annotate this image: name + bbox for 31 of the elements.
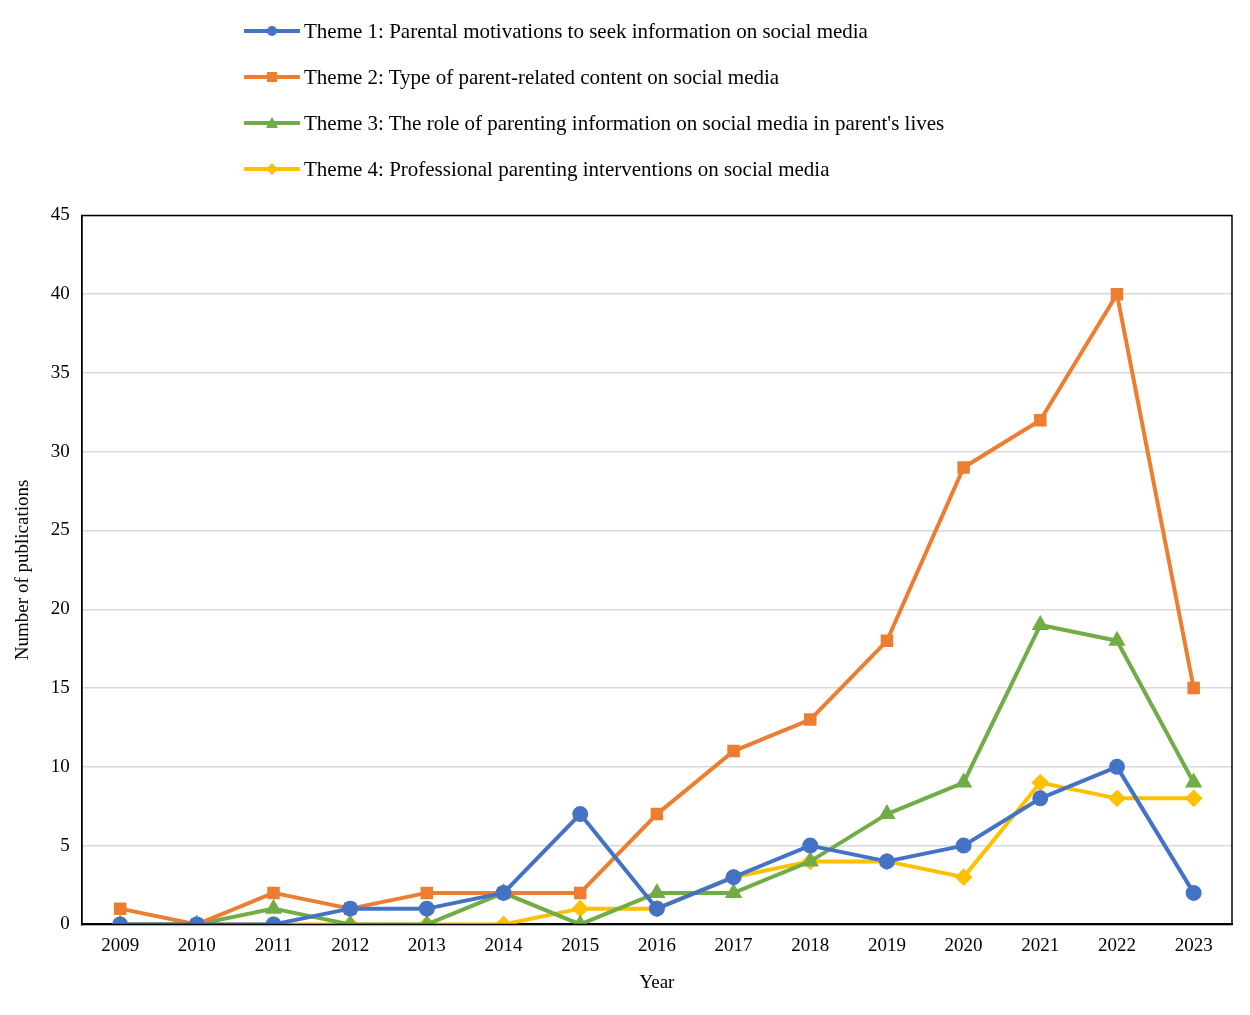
y-tick-label: 0: [60, 912, 70, 934]
x-axis-title: Year: [639, 970, 676, 992]
x-tick-label: 2022: [1097, 933, 1136, 955]
y-tick-label: 20: [50, 597, 70, 619]
legend-label: Theme 3: The role of parenting information on social media in parent's lives: [304, 110, 945, 137]
legend-label: Theme 1: Parental motivations to seek information on social media: [304, 18, 868, 45]
x-tick-label: 2020: [944, 933, 983, 955]
y-tick-label: 10: [50, 754, 70, 776]
x-tick-label: 2023: [1174, 933, 1213, 955]
x-tick-label: 2016: [637, 933, 676, 955]
y-tick-label: 35: [50, 360, 70, 382]
y-axis-title: Number of publications: [11, 479, 33, 661]
x-tick-label: 2019: [867, 933, 906, 955]
x-tick-label: 2018: [791, 933, 830, 955]
x-tick-label: 2011: [254, 933, 293, 955]
x-tick-label: 2012: [331, 933, 370, 955]
y-tick-label: 40: [50, 282, 70, 304]
x-tick-label: 2017: [714, 933, 753, 955]
x-tick-label: 2014: [484, 933, 524, 955]
legend-label: Theme 4: Professional parenting interventions on social media: [304, 156, 830, 183]
legend-label: Theme 2: Type of parent-related content on social media: [304, 64, 780, 91]
x-tick-label: 2013: [407, 933, 446, 955]
x-tick-label: 2021: [1021, 933, 1060, 955]
y-tick-label: 5: [60, 833, 70, 855]
x-tick-label: 2010: [177, 933, 216, 955]
y-tick-label: 25: [50, 518, 70, 540]
x-tick-label: 2015: [561, 933, 600, 955]
y-tick-label: 45: [50, 203, 70, 225]
y-tick-label: 15: [50, 676, 70, 698]
y-tick-label: 30: [50, 439, 70, 461]
x-tick-label: 2009: [101, 933, 140, 955]
